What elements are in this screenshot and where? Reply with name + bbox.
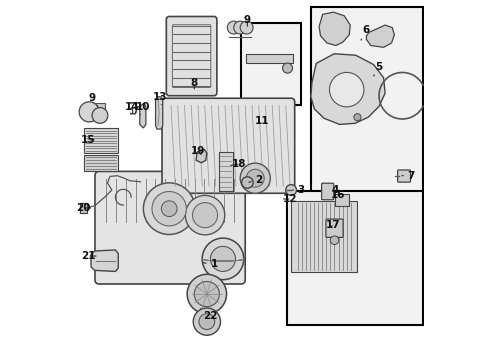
Text: 5: 5 [373,62,382,76]
Circle shape [193,308,220,335]
Text: 16: 16 [330,190,345,200]
Bar [80,203,87,213]
Circle shape [187,274,226,314]
Polygon shape [196,149,206,163]
Text: 12: 12 [283,194,297,204]
Text: 10: 10 [136,102,150,115]
Circle shape [202,238,244,280]
Text: 7: 7 [401,171,414,181]
FancyBboxPatch shape [397,170,410,182]
Circle shape [282,63,292,73]
Text: 21: 21 [81,251,96,261]
FancyBboxPatch shape [321,183,333,200]
Text: 3: 3 [292,185,304,195]
Text: 18: 18 [230,159,246,169]
Text: 19: 19 [190,145,204,156]
Circle shape [329,236,338,244]
Text: 9: 9 [88,93,97,107]
Text: 6: 6 [360,25,369,40]
Bar [246,54,292,63]
Bar [290,201,357,272]
Bar [241,23,301,105]
Text: 9: 9 [244,15,250,26]
FancyBboxPatch shape [166,17,217,96]
Text: 1: 1 [203,259,217,269]
Circle shape [185,195,224,235]
Text: 13: 13 [153,92,167,105]
Circle shape [329,72,363,107]
Circle shape [246,169,264,187]
Circle shape [194,282,219,307]
Polygon shape [366,25,394,47]
Text: 2: 2 [248,175,262,185]
Text: 14: 14 [125,102,140,113]
Circle shape [353,114,360,121]
FancyBboxPatch shape [162,98,294,193]
Circle shape [240,21,253,34]
Polygon shape [155,97,163,129]
Text: 8: 8 [190,78,198,89]
Text: 17: 17 [325,220,340,230]
Polygon shape [91,250,118,271]
Text: 20: 20 [77,203,91,213]
Circle shape [92,108,108,123]
Polygon shape [140,103,145,128]
Circle shape [143,183,195,234]
Text: 15: 15 [81,135,96,145]
Circle shape [233,21,246,34]
Circle shape [240,163,270,193]
Circle shape [227,21,240,34]
Circle shape [192,203,217,228]
FancyBboxPatch shape [325,219,343,237]
Bar [83,128,118,153]
Circle shape [285,185,296,195]
Circle shape [161,201,177,217]
Circle shape [79,102,99,122]
Bar [83,103,105,116]
Bar [286,192,422,325]
Text: 4: 4 [330,185,338,195]
Circle shape [152,192,186,226]
Polygon shape [310,54,384,125]
Text: 22: 22 [201,309,217,321]
Bar [218,152,233,191]
FancyBboxPatch shape [95,171,244,284]
Bar [334,194,348,206]
Circle shape [210,246,235,271]
Bar [310,7,422,197]
Text: 11: 11 [254,116,268,126]
Bar [83,155,118,171]
Polygon shape [319,12,349,45]
Circle shape [199,314,214,329]
Circle shape [241,177,253,188]
